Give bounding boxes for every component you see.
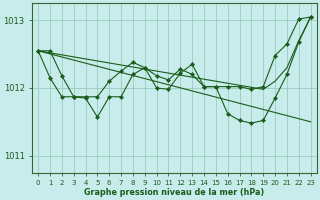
X-axis label: Graphe pression niveau de la mer (hPa): Graphe pression niveau de la mer (hPa) [84, 188, 265, 197]
